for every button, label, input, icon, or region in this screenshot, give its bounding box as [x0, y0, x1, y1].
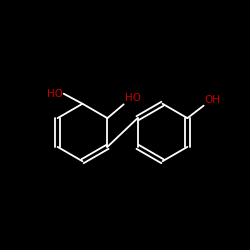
Text: HO: HO: [47, 89, 63, 99]
Text: OH: OH: [205, 94, 221, 104]
Text: HO: HO: [125, 93, 141, 104]
